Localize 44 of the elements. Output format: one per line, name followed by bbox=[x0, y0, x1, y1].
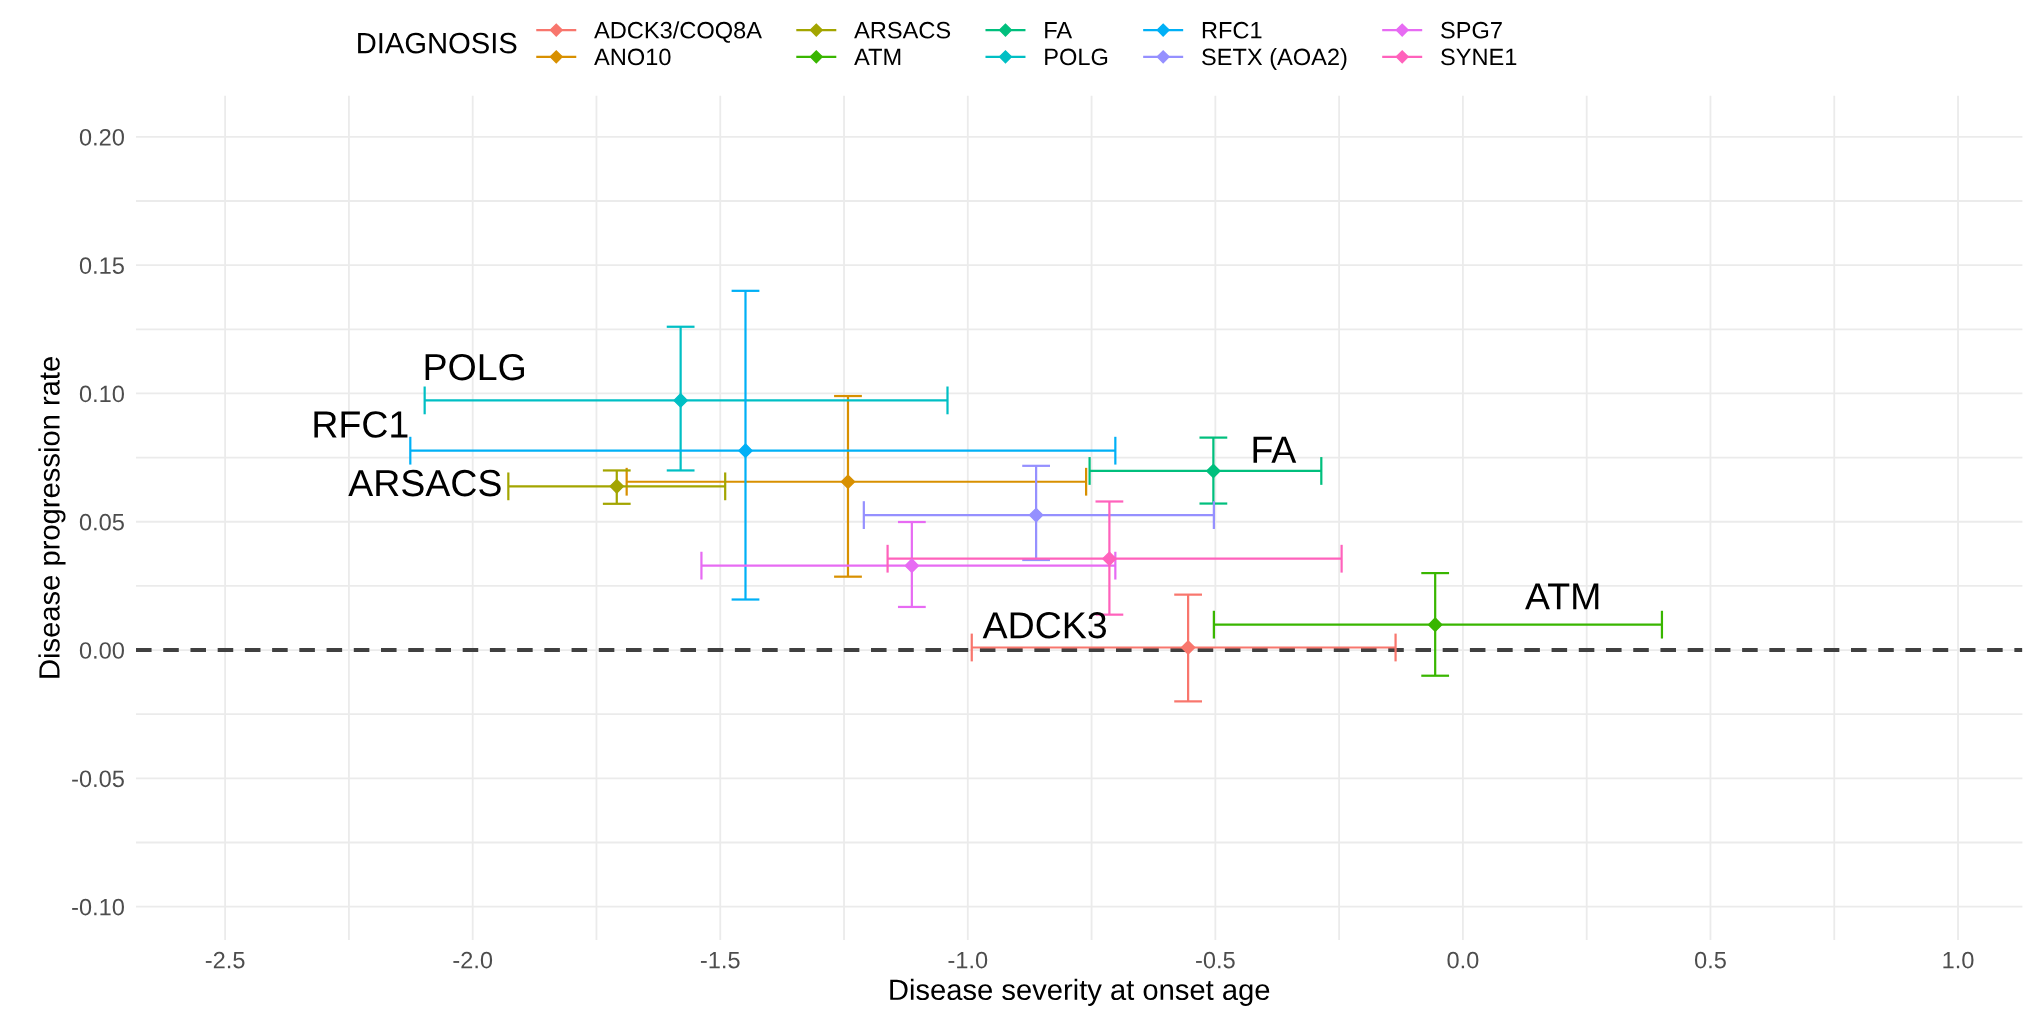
annotation: ADCK3 bbox=[982, 612, 1106, 639]
legend-label: SPG7 bbox=[1441, 21, 1502, 39]
y-tick-label: 0.20 bbox=[79, 128, 124, 146]
point bbox=[673, 393, 688, 408]
y-tick-label: 0.15 bbox=[79, 257, 124, 274]
x-axis-title: Disease severity at onset age bbox=[890, 978, 1270, 1006]
legend-label: ANO10 bbox=[594, 48, 671, 66]
x-tick-label: -2.5 bbox=[205, 951, 245, 969]
y-tick-label: 0.10 bbox=[79, 385, 124, 403]
legend-label: SYNE1 bbox=[1441, 48, 1517, 66]
point bbox=[1102, 551, 1117, 566]
annotation: ARSACS bbox=[348, 469, 501, 497]
annotation: RFC1 bbox=[314, 411, 408, 438]
y-axis-title: Disease progression rate bbox=[38, 357, 66, 678]
annotation: ATM bbox=[1525, 583, 1599, 610]
legend-label: RFC1 bbox=[1202, 21, 1262, 39]
point bbox=[1180, 640, 1196, 655]
annotation: FA bbox=[1253, 436, 1297, 463]
x-tick-label: -0.5 bbox=[1196, 951, 1235, 969]
legend-label: SETX (AOA2) bbox=[1202, 47, 1347, 70]
y-tick-label: -0.10 bbox=[72, 898, 124, 916]
legend-label: POLG bbox=[1045, 48, 1108, 66]
x-tick-label: -1.5 bbox=[700, 951, 740, 969]
x-tick-label: 0.5 bbox=[1694, 951, 1726, 969]
y-tick-label: 0.00 bbox=[79, 642, 124, 659]
annotation: POLG bbox=[425, 353, 524, 381]
point bbox=[904, 558, 920, 573]
point bbox=[738, 443, 753, 458]
x-tick-label: -1.0 bbox=[948, 951, 988, 969]
legend-label: FA bbox=[1045, 22, 1073, 39]
x-tick-label: 1.0 bbox=[1943, 951, 1974, 969]
x-tick-label: -2.0 bbox=[453, 951, 493, 969]
point bbox=[1427, 617, 1443, 632]
legend-title: DIAGNOSIS bbox=[358, 32, 517, 54]
x-tick-label: 0.0 bbox=[1447, 951, 1479, 969]
point bbox=[1028, 507, 1044, 523]
legend-label: ATM bbox=[854, 48, 901, 66]
point bbox=[609, 479, 625, 494]
y-tick-label: -0.05 bbox=[72, 770, 124, 788]
y-tick-label: 0.05 bbox=[79, 513, 124, 531]
legend-label: ARSACS bbox=[854, 21, 951, 39]
point bbox=[840, 474, 856, 490]
point bbox=[1206, 463, 1221, 479]
legend-label: ADCK3/COQ8A bbox=[594, 21, 762, 43]
